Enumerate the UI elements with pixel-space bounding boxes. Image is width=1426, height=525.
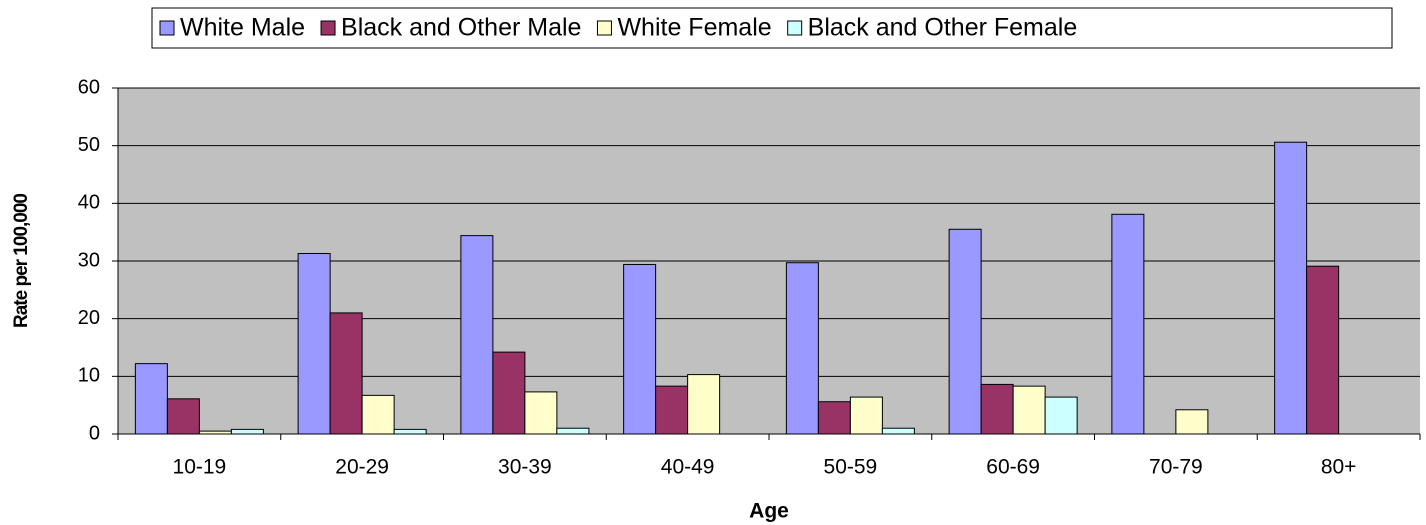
bar: [460, 235, 494, 435]
y-tick-label: 60: [78, 76, 100, 98]
bar: [623, 263, 657, 435]
bar: [393, 428, 427, 435]
bar: [1111, 213, 1145, 435]
x-tick-label: 50-59: [824, 456, 878, 479]
y-tick-label: 20: [78, 307, 100, 329]
bar: [655, 385, 689, 435]
x-tick-label: 10-19: [173, 456, 227, 479]
bar: [556, 427, 590, 435]
bar: [1012, 385, 1046, 435]
bar: [1306, 265, 1340, 435]
legend-swatch: [320, 20, 336, 36]
y-tick-label: 30: [78, 249, 100, 271]
bar: [361, 394, 395, 435]
bar: [980, 383, 1014, 435]
y-tick-label: 0: [89, 422, 100, 444]
legend-label: White Female: [617, 14, 771, 42]
x-tick-label: 70-79: [1149, 456, 1203, 479]
bar: [948, 228, 982, 435]
x-tick-label: 20-29: [335, 456, 389, 479]
bar: [329, 312, 363, 435]
bar: [881, 427, 915, 435]
y-tick-label: 50: [78, 134, 100, 156]
x-axis-title: Age: [749, 500, 789, 523]
y-axis-title: Rate per 100,000: [11, 194, 32, 328]
x-tick-label: 80+: [1321, 456, 1357, 479]
y-tick-label: 10: [78, 365, 100, 387]
bar: [166, 398, 200, 435]
legend-label: Black and Other Female: [808, 14, 1078, 42]
legend-swatch: [596, 20, 612, 36]
bar: [297, 253, 331, 435]
bar: [524, 391, 558, 435]
legend-swatch: [159, 20, 175, 36]
bar: [1044, 396, 1078, 435]
legend-swatch: [787, 20, 803, 36]
legend-box: [151, 7, 1393, 49]
x-tick-label: 60-69: [986, 456, 1040, 479]
bar: [492, 351, 526, 435]
bar: [849, 396, 883, 435]
bar: [134, 363, 168, 435]
legend-label: Black and Other Male: [341, 14, 581, 42]
legend-label: White Male: [180, 14, 305, 42]
bar: [198, 430, 232, 435]
bar: [785, 262, 819, 435]
bar: [817, 401, 851, 435]
y-tick-label: 40: [78, 192, 100, 214]
bar: [1274, 141, 1308, 435]
x-tick-label: 40-49: [661, 456, 715, 479]
bar: [1175, 409, 1209, 435]
bar: [230, 428, 264, 435]
x-tick-label: 30-39: [498, 456, 552, 479]
bar: [687, 374, 721, 435]
